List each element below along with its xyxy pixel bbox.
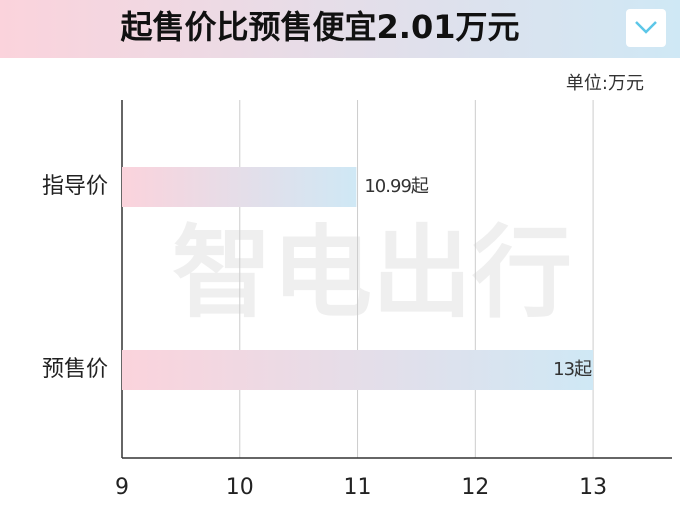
x-tick-label: 11 [344, 475, 372, 500]
y-tick-label: 预售价 [42, 357, 108, 382]
y-tick-label: 指导价 [42, 174, 108, 199]
bar [122, 167, 357, 207]
watermark: 智电出行 [172, 214, 572, 331]
x-tick-label: 10 [226, 475, 254, 500]
bar [122, 350, 594, 390]
title-banner [0, 0, 680, 58]
chart-title: 起售价比预售便宜2.01万元 [121, 8, 520, 46]
collapse-button[interactable] [626, 9, 666, 47]
chevron-icon[interactable] [635, 21, 657, 34]
value-label: 13起 [553, 359, 592, 380]
x-tick-label: 13 [579, 475, 607, 500]
value-label: 10.99起 [364, 176, 429, 197]
unit-label: 单位:万元 [566, 73, 644, 94]
x-tick-label: 12 [461, 475, 489, 500]
x-tick-label: 9 [115, 475, 129, 500]
